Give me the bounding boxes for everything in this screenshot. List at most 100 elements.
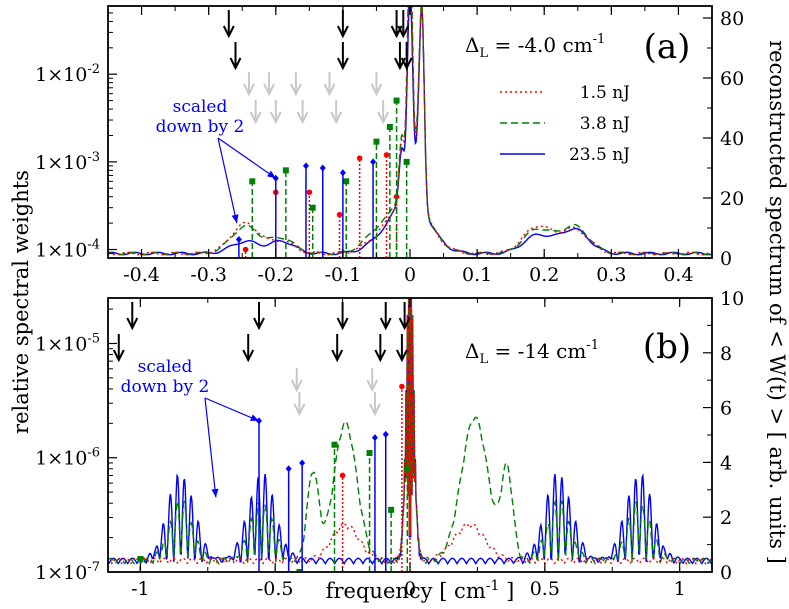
delta-label-b: ΔL = -14 cm-1: [465, 338, 599, 367]
arrow-gray-a-6: [323, 83, 336, 97]
arrow-black-a-7: [400, 57, 413, 71]
x-tick-label-b-2: 0: [404, 578, 416, 600]
stem-marker-a-b5: [370, 158, 377, 166]
x-tick-label-a-1: -0.3: [190, 264, 227, 286]
y-left-tick-label-b-0: 1×10-7: [35, 560, 100, 584]
stem-marker-a-g4: [373, 138, 380, 145]
delta-sub-b: L: [479, 352, 488, 367]
legend-label-1: 3.8 nJ: [580, 114, 630, 134]
stem-marker-a-r6: [393, 193, 400, 200]
x-tick-label-a-4: 0: [404, 264, 416, 286]
stem-marker-b-g3: [366, 450, 373, 457]
annotation-arrow-b-1: [204, 397, 260, 422]
arrow-gray-a-0: [243, 83, 255, 97]
stem-marker-b-g5: [404, 465, 411, 472]
arrow-gray-a-9: [377, 111, 390, 125]
y-left-tick-label-a-2: 1×10-2: [35, 62, 100, 86]
panel-label-a: (a): [644, 27, 691, 67]
y-left-tick-mantissa-b-2: 1×10: [35, 333, 87, 355]
x-tick-label-a-2: -0.2: [257, 264, 294, 286]
spectrum-curve-23-5nj-b: [108, 298, 712, 566]
stem-marker-a-b3: [319, 164, 326, 172]
arrow-black-b-3: [253, 317, 265, 331]
delta-exp-b: -1: [586, 338, 599, 353]
annotation-arrow-b-0: [204, 397, 217, 498]
stem-marker-b-r2: [407, 375, 413, 381]
arrow-black-b-8: [396, 349, 408, 363]
x-tick-label-a-5: 0.1: [462, 264, 492, 286]
annotation-arrowhead-b-1: [250, 414, 259, 421]
arrow-gray-a-2: [263, 83, 275, 97]
stem-marker-a-g5: [386, 123, 393, 130]
arrow-black-a-6: [397, 25, 410, 39]
delta-symbol-b: Δ: [465, 339, 479, 363]
y-left-tick-exp-a-2: -2: [87, 62, 100, 77]
stem-marker-a-b2: [302, 162, 309, 170]
y-left-tick-mantissa-b-0: 1×10: [35, 562, 87, 584]
y-right-tick-label-a-1: 20: [720, 188, 744, 210]
spectrum-curve-1-5nj-b: [108, 298, 712, 565]
x-tick-label-a-6: 0.2: [529, 264, 559, 286]
y-left-tick-mantissa-b-1: 1×10: [35, 448, 87, 470]
y-left-tick-exp-b-1: -6: [87, 446, 100, 461]
y-left-tick-label-a-1: 1×10-3: [35, 150, 100, 174]
x-tick-label-b-4: 1: [674, 578, 686, 600]
arrow-gray-b-1: [293, 403, 306, 417]
delta-value-a: = -4.0 cm: [488, 33, 593, 57]
annotation-line1-b: scaled: [138, 357, 193, 377]
stem-marker-b-r0: [339, 472, 346, 479]
stem-marker-b-g1: [296, 569, 303, 572]
x-tick-label-b-0: -1: [131, 578, 150, 600]
delta-symbol-a: Δ: [465, 33, 479, 57]
y-left-tick-mantissa-a-1: 1×10: [35, 152, 87, 174]
arrow-black-b-2: [242, 349, 255, 363]
x-axis-title-end: ]: [499, 579, 514, 603]
y-left-tick-exp-a-1: -3: [87, 150, 100, 165]
arrow-gray-a-3: [269, 111, 282, 125]
y-left-axis-title: relative spectral weights: [9, 170, 33, 434]
x-tick-label-a-3: -0.1: [325, 264, 362, 286]
annotation-arrowhead-a-0: [231, 214, 239, 224]
legend-label-2: 23.5 nJ: [569, 145, 630, 165]
stem-marker-a-g7: [403, 158, 410, 165]
arrow-gray-a-4: [290, 83, 302, 97]
x-tick-label-b-3: 0.5: [530, 578, 560, 600]
y-right-tick-label-a-4: 80: [720, 8, 744, 30]
panel-b: -1 -0.5 0 0.5 11×10-71×10-61×10-50246810(b)Δ…: [35, 288, 744, 600]
stem-marker-a-b4: [339, 169, 346, 177]
x-tick-label-b-1: -0.5: [257, 578, 294, 600]
x-tick-label-a-8: 0.4: [663, 264, 693, 286]
stem-marker-a-g3: [343, 178, 350, 185]
stem-marker-b-b1: [285, 465, 292, 473]
arrow-black-b-0: [112, 349, 125, 363]
annotation-arrow-a-1: [217, 137, 277, 179]
stem-marker-a-g6: [393, 97, 400, 104]
stem-marker-b-b2: [299, 459, 306, 467]
x-tick-label-a-7: 0.3: [596, 264, 626, 286]
y-right-tick-label-b-1: 2: [720, 507, 732, 529]
stem-marker-b-g4: [388, 506, 395, 513]
plot-area-b: [108, 298, 712, 572]
x-axis-title: frequency [ cm-1 ]: [326, 578, 515, 603]
arrow-black-b-9: [398, 317, 411, 331]
arrow-black-b-4: [331, 349, 344, 363]
arrow-gray-a-5: [296, 111, 309, 125]
arrow-black-b-5: [336, 317, 349, 331]
y-right-tick-label-b-5: 10: [720, 288, 744, 310]
y-right-axis-title: reconstructed spectrum of < W(t) > [ arb…: [765, 40, 789, 564]
y-left-tick-label-b-2: 1×10-5: [35, 331, 100, 355]
panel-label-b: (b): [643, 327, 691, 367]
y-right-tick-label-b-3: 6: [720, 398, 732, 420]
stem-marker-a-b0: [235, 236, 242, 244]
delta-exp-a: -1: [593, 32, 606, 47]
arrow-gray-b-0: [290, 379, 303, 393]
arrow-gray-a-8: [370, 83, 383, 97]
y-right-tick-label-a-2: 40: [720, 128, 744, 150]
stem-marker-a-r0: [242, 246, 249, 253]
delta-sub-a: L: [479, 46, 488, 61]
stem-marker-a-r3: [336, 211, 343, 218]
arrow-black-b-6: [374, 349, 387, 363]
stem-marker-b-g2: [331, 441, 338, 448]
arrow-black-a-3: [336, 57, 349, 71]
